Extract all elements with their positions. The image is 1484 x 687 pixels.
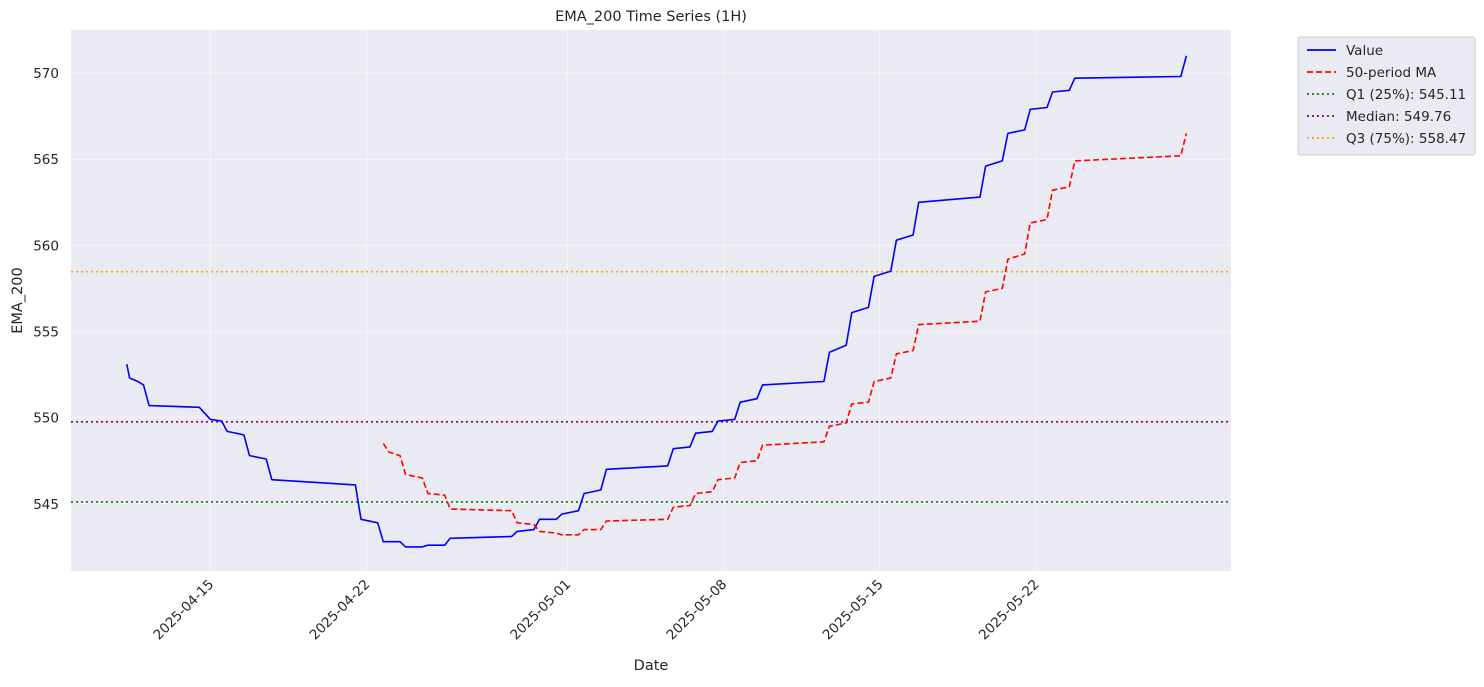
legend-label: Q1 (25%): 545.11 <box>1346 87 1466 103</box>
legend-label: Q3 (75%): 558.47 <box>1346 131 1466 147</box>
legend-label: Value <box>1346 43 1383 59</box>
y-axis-label: EMA_200 <box>10 267 26 334</box>
y-tick-label: 565 <box>33 152 59 168</box>
y-tick-label: 555 <box>33 325 59 341</box>
grid <box>71 30 1231 571</box>
y-tick-label: 545 <box>33 497 59 513</box>
x-tick-label: 2025-05-08 <box>664 577 731 644</box>
legend-box <box>1297 36 1476 156</box>
x-tick-label: 2025-04-22 <box>307 577 374 644</box>
y-tick-labels: 545 550 555 560 565 570 <box>33 66 59 513</box>
y-tick-label: 560 <box>33 238 59 254</box>
legend-label: 50-period MA <box>1346 65 1437 81</box>
reference-lines <box>71 270 1231 503</box>
plot-area <box>71 30 1231 571</box>
chart-title: EMA_200 Time Series (1H) <box>555 9 747 25</box>
x-tick-labels: 2025-04-15 2025-04-22 2025-05-01 2025-05-08… <box>150 577 1042 644</box>
series-line <box>126 55 1188 548</box>
legend: Value 50-period MA Q1 (25%): 545.11 Median:… <box>1297 36 1476 156</box>
series-line <box>382 133 1188 536</box>
legend-label: Median: 549.76 <box>1346 109 1451 125</box>
x-tick-label: 2025-05-15 <box>820 577 887 644</box>
x-tick-label: 2025-05-22 <box>976 577 1043 644</box>
x-tick-label: 2025-05-01 <box>507 577 574 644</box>
series-lines <box>126 55 1188 548</box>
y-tick-label: 570 <box>33 66 59 82</box>
x-tick-label: 2025-04-15 <box>150 577 217 644</box>
y-tick-label: 550 <box>33 411 59 427</box>
x-axis-label: Date <box>634 658 669 674</box>
